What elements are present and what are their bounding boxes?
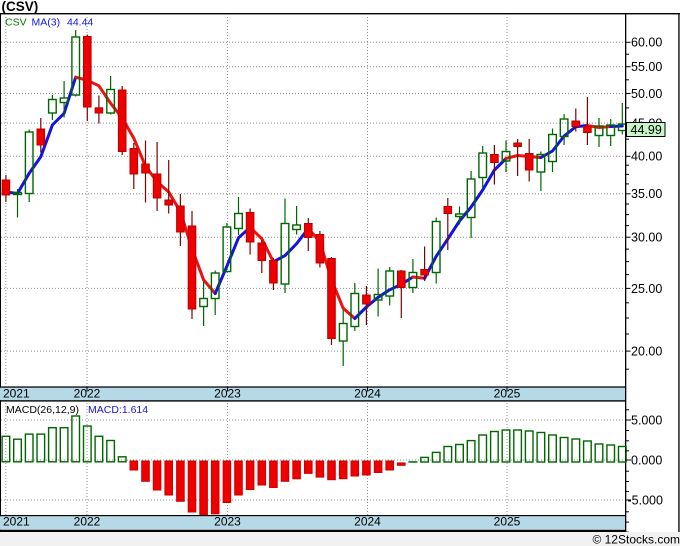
svg-text:2022: 2022	[74, 386, 101, 400]
svg-text:50.00: 50.00	[631, 87, 662, 101]
svg-text:20.00: 20.00	[631, 345, 662, 359]
svg-text:25.00: 25.00	[631, 282, 662, 296]
svg-text:30.00: 30.00	[631, 231, 662, 245]
svg-text:5.000: 5.000	[631, 413, 662, 427]
svg-text:2021: 2021	[3, 515, 30, 529]
svg-text:MACD(26,12,9): MACD(26,12,9)	[6, 404, 79, 416]
svg-text:55.00: 55.00	[631, 60, 662, 74]
svg-text:© 12Stocks.com: © 12Stocks.com	[592, 532, 680, 546]
svg-text:(CSV): (CSV)	[2, 0, 39, 14]
svg-text:2021: 2021	[3, 386, 30, 400]
svg-text:2025: 2025	[494, 386, 521, 400]
svg-text:-5.000: -5.000	[628, 493, 663, 507]
svg-text:44.99: 44.99	[631, 123, 662, 137]
svg-text:CSV: CSV	[5, 17, 27, 29]
svg-text:2023: 2023	[214, 386, 241, 400]
svg-text:60.00: 60.00	[631, 36, 662, 50]
svg-text:2025: 2025	[494, 515, 521, 529]
svg-text:2024: 2024	[354, 515, 381, 529]
svg-text:0.000: 0.000	[631, 453, 662, 467]
svg-text:40.00: 40.00	[631, 150, 662, 164]
svg-text:2023: 2023	[214, 515, 241, 529]
svg-text:35.00: 35.00	[631, 187, 662, 201]
svg-text:2024: 2024	[354, 386, 381, 400]
svg-text:MACD:1.614: MACD:1.614	[88, 404, 148, 416]
svg-text:2022: 2022	[74, 515, 101, 529]
svg-text:44.44: 44.44	[67, 17, 93, 29]
svg-text:MA(3): MA(3)	[32, 17, 61, 29]
